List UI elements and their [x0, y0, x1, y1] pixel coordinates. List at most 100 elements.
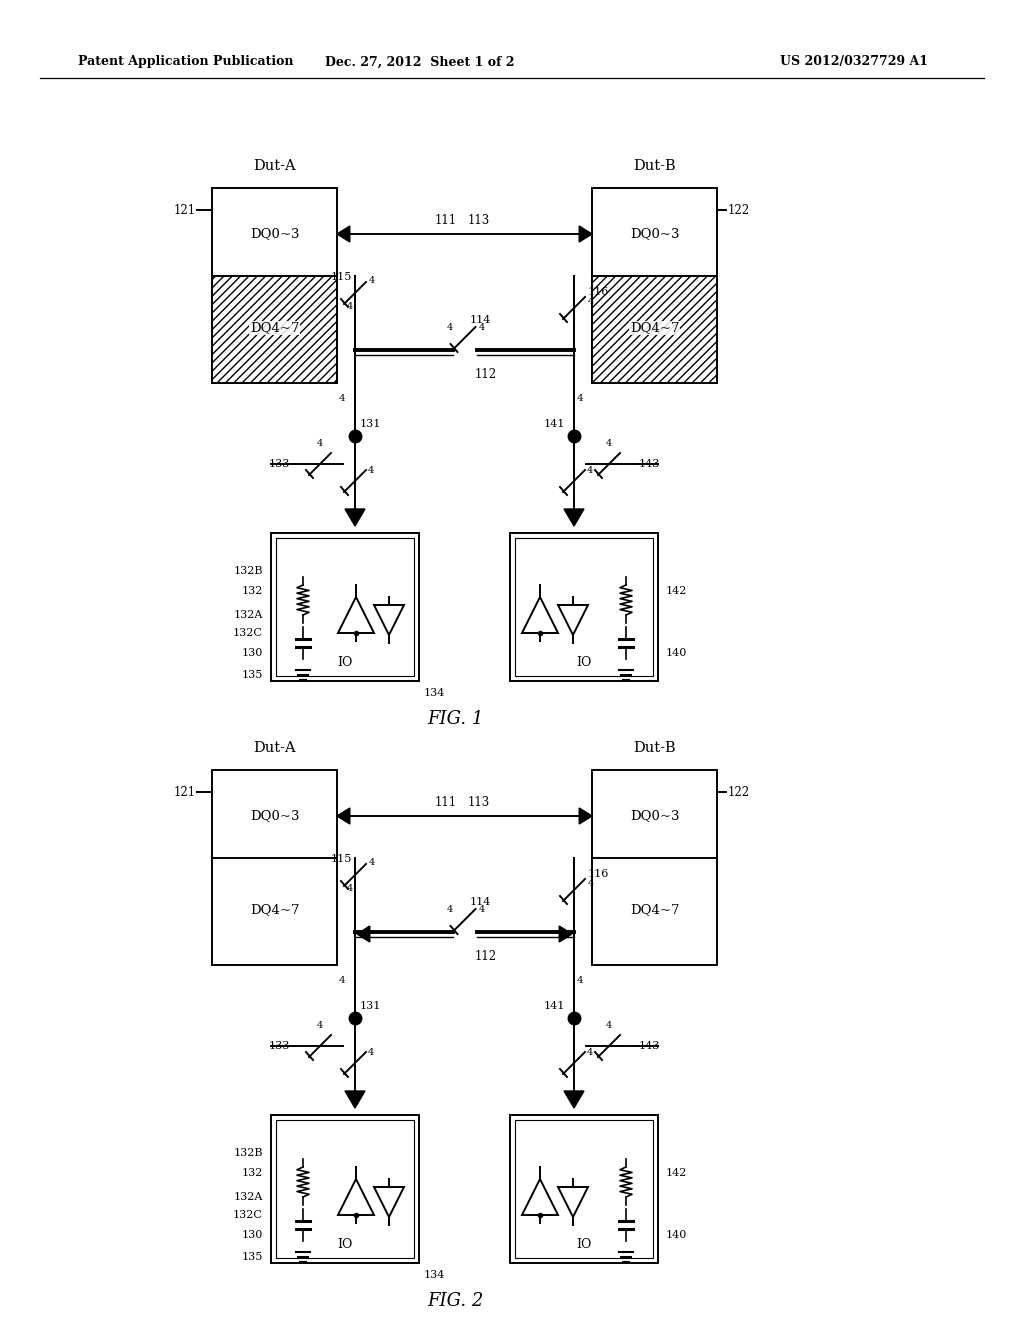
- Bar: [276, 1119, 414, 1258]
- Text: 4: 4: [369, 276, 375, 285]
- Bar: [212, 276, 337, 383]
- Text: 121: 121: [174, 785, 196, 799]
- Text: 4: 4: [369, 858, 375, 867]
- Bar: [276, 539, 414, 676]
- Bar: [271, 533, 419, 681]
- Text: IO: IO: [577, 656, 592, 669]
- Polygon shape: [338, 1179, 374, 1214]
- Text: 116: 116: [588, 869, 609, 879]
- Text: 121: 121: [174, 203, 196, 216]
- Text: 4: 4: [317, 1020, 324, 1030]
- Polygon shape: [558, 605, 588, 635]
- Text: 133: 133: [268, 1041, 290, 1051]
- Text: 4: 4: [606, 1020, 612, 1030]
- Bar: [510, 533, 658, 681]
- Text: 4: 4: [347, 302, 353, 312]
- Text: 115: 115: [331, 272, 352, 282]
- Text: Dec. 27, 2012  Sheet 1 of 2: Dec. 27, 2012 Sheet 1 of 2: [326, 55, 515, 69]
- Text: 4: 4: [606, 440, 612, 447]
- Polygon shape: [559, 927, 572, 942]
- Text: FIG. 1: FIG. 1: [427, 710, 483, 729]
- Text: 140: 140: [666, 648, 687, 657]
- Text: DQ4~7: DQ4~7: [630, 903, 679, 916]
- Text: 122: 122: [728, 203, 751, 216]
- Text: 141: 141: [544, 1001, 565, 1011]
- Text: 122: 122: [728, 785, 751, 799]
- Text: DQ4~7: DQ4~7: [250, 903, 299, 916]
- Polygon shape: [558, 1187, 588, 1217]
- Text: 4: 4: [577, 975, 584, 985]
- Text: IO: IO: [337, 1238, 352, 1251]
- Polygon shape: [338, 597, 374, 634]
- Polygon shape: [374, 1187, 404, 1217]
- Text: 4: 4: [588, 297, 594, 306]
- Text: 130: 130: [242, 648, 263, 657]
- Text: 143: 143: [639, 459, 660, 469]
- Text: US 2012/0327729 A1: US 2012/0327729 A1: [780, 55, 928, 69]
- Text: 132: 132: [242, 1168, 263, 1177]
- Text: 4: 4: [317, 440, 324, 447]
- Text: 132C: 132C: [233, 1210, 263, 1220]
- Bar: [510, 1115, 658, 1263]
- Text: 4: 4: [587, 1048, 593, 1057]
- Polygon shape: [374, 605, 404, 635]
- Text: 4: 4: [478, 906, 484, 913]
- Text: 4: 4: [338, 975, 345, 985]
- Text: DQ4~7: DQ4~7: [250, 322, 299, 334]
- Text: Dut-A: Dut-A: [253, 158, 296, 173]
- Bar: [212, 187, 337, 383]
- Text: 141: 141: [544, 418, 565, 429]
- Bar: [271, 1115, 419, 1263]
- Text: 4: 4: [478, 323, 484, 333]
- Polygon shape: [345, 510, 365, 525]
- Text: 140: 140: [666, 1230, 687, 1239]
- Text: 114: 114: [469, 898, 490, 907]
- Text: 132A: 132A: [233, 610, 263, 620]
- Polygon shape: [337, 226, 350, 242]
- Text: DQ0~3: DQ0~3: [630, 227, 679, 240]
- Polygon shape: [337, 808, 350, 824]
- Text: 142: 142: [666, 586, 687, 597]
- Text: 135: 135: [242, 671, 263, 680]
- Polygon shape: [357, 927, 370, 942]
- Text: 4: 4: [368, 1048, 374, 1057]
- Text: 131: 131: [360, 418, 381, 429]
- Polygon shape: [345, 1092, 365, 1107]
- Text: 134: 134: [424, 1270, 445, 1280]
- Bar: [592, 770, 717, 965]
- Polygon shape: [564, 1092, 584, 1107]
- Text: 134: 134: [424, 688, 445, 698]
- Text: FIG. 2: FIG. 2: [427, 1292, 483, 1309]
- Text: Patent Application Publication: Patent Application Publication: [78, 55, 294, 69]
- Text: DQ4~7: DQ4~7: [630, 322, 679, 334]
- Bar: [592, 276, 717, 383]
- Text: DQ0~3: DQ0~3: [250, 809, 299, 822]
- Text: 111: 111: [434, 796, 457, 808]
- Text: 4: 4: [588, 879, 594, 888]
- Bar: [515, 539, 653, 676]
- Text: 4: 4: [347, 884, 353, 894]
- Text: 132A: 132A: [233, 1192, 263, 1203]
- Text: 114: 114: [469, 315, 490, 325]
- Polygon shape: [564, 510, 584, 525]
- Text: 143: 143: [639, 1041, 660, 1051]
- Polygon shape: [522, 597, 558, 634]
- Text: 142: 142: [666, 1168, 687, 1177]
- Text: 4: 4: [338, 393, 345, 403]
- Bar: [212, 770, 337, 965]
- Text: 132: 132: [242, 586, 263, 597]
- Text: 135: 135: [242, 1251, 263, 1262]
- Text: 112: 112: [474, 950, 497, 964]
- Text: 4: 4: [577, 393, 584, 403]
- Polygon shape: [580, 226, 592, 242]
- Text: 111: 111: [434, 214, 457, 227]
- Text: DQ0~3: DQ0~3: [250, 227, 299, 240]
- Text: DQ0~3: DQ0~3: [630, 809, 679, 822]
- Text: 4: 4: [587, 466, 593, 475]
- Text: 132B: 132B: [233, 566, 263, 576]
- Text: 132C: 132C: [233, 628, 263, 638]
- Polygon shape: [580, 808, 592, 824]
- Bar: [592, 187, 717, 383]
- Text: 113: 113: [468, 214, 489, 227]
- Text: IO: IO: [337, 656, 352, 669]
